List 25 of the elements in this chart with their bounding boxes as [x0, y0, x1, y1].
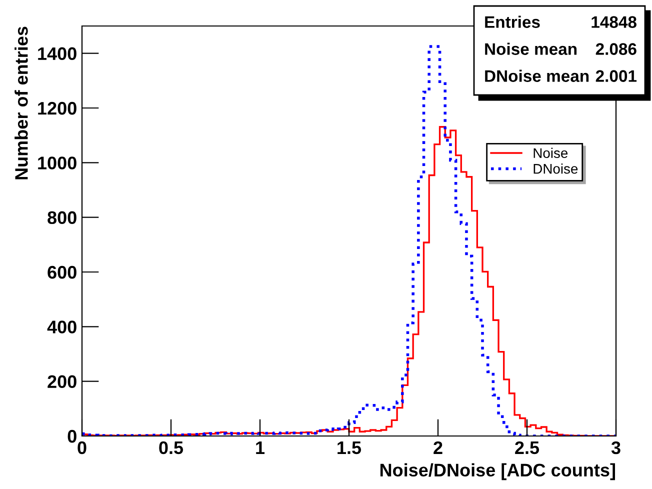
annotation: DNoise mean — [485, 70, 589, 82]
x-axis-title: Noise/DNoise [ADC counts] — [380, 463, 615, 480]
annotation: 14848 — [592, 16, 636, 28]
x-tick-label: 2.5 — [515, 441, 540, 454]
legend-label: DNoise — [534, 164, 578, 174]
y-tick-label: 1000 — [38, 156, 76, 170]
y-tick-label: 800 — [48, 211, 76, 224]
y-tick-label: 600 — [48, 266, 76, 279]
x-tick-label: 0.5 — [159, 441, 184, 454]
x-tick-label: 1 — [256, 442, 265, 454]
x-tick-label: 2 — [434, 441, 442, 454]
y-tick-label: 1200 — [38, 102, 76, 115]
annotation: 2.086 — [596, 43, 636, 55]
y-axis-title: Number of entries — [14, 26, 28, 180]
y-tick-label: 1400 — [38, 47, 76, 60]
y-tick-label: 400 — [47, 320, 76, 334]
legend-label: Noise — [534, 148, 568, 158]
y-tick-label: 200 — [48, 375, 76, 388]
y-tick-label: 0 — [68, 430, 76, 443]
x-tick-label: 0 — [78, 441, 86, 454]
annotation: 2.001 — [596, 70, 637, 82]
annotation: Entries — [485, 16, 540, 28]
x-tick-label: 3 — [611, 441, 620, 454]
x-tick-label: 1.5 — [338, 442, 362, 454]
annotation: Noise mean — [485, 42, 577, 55]
